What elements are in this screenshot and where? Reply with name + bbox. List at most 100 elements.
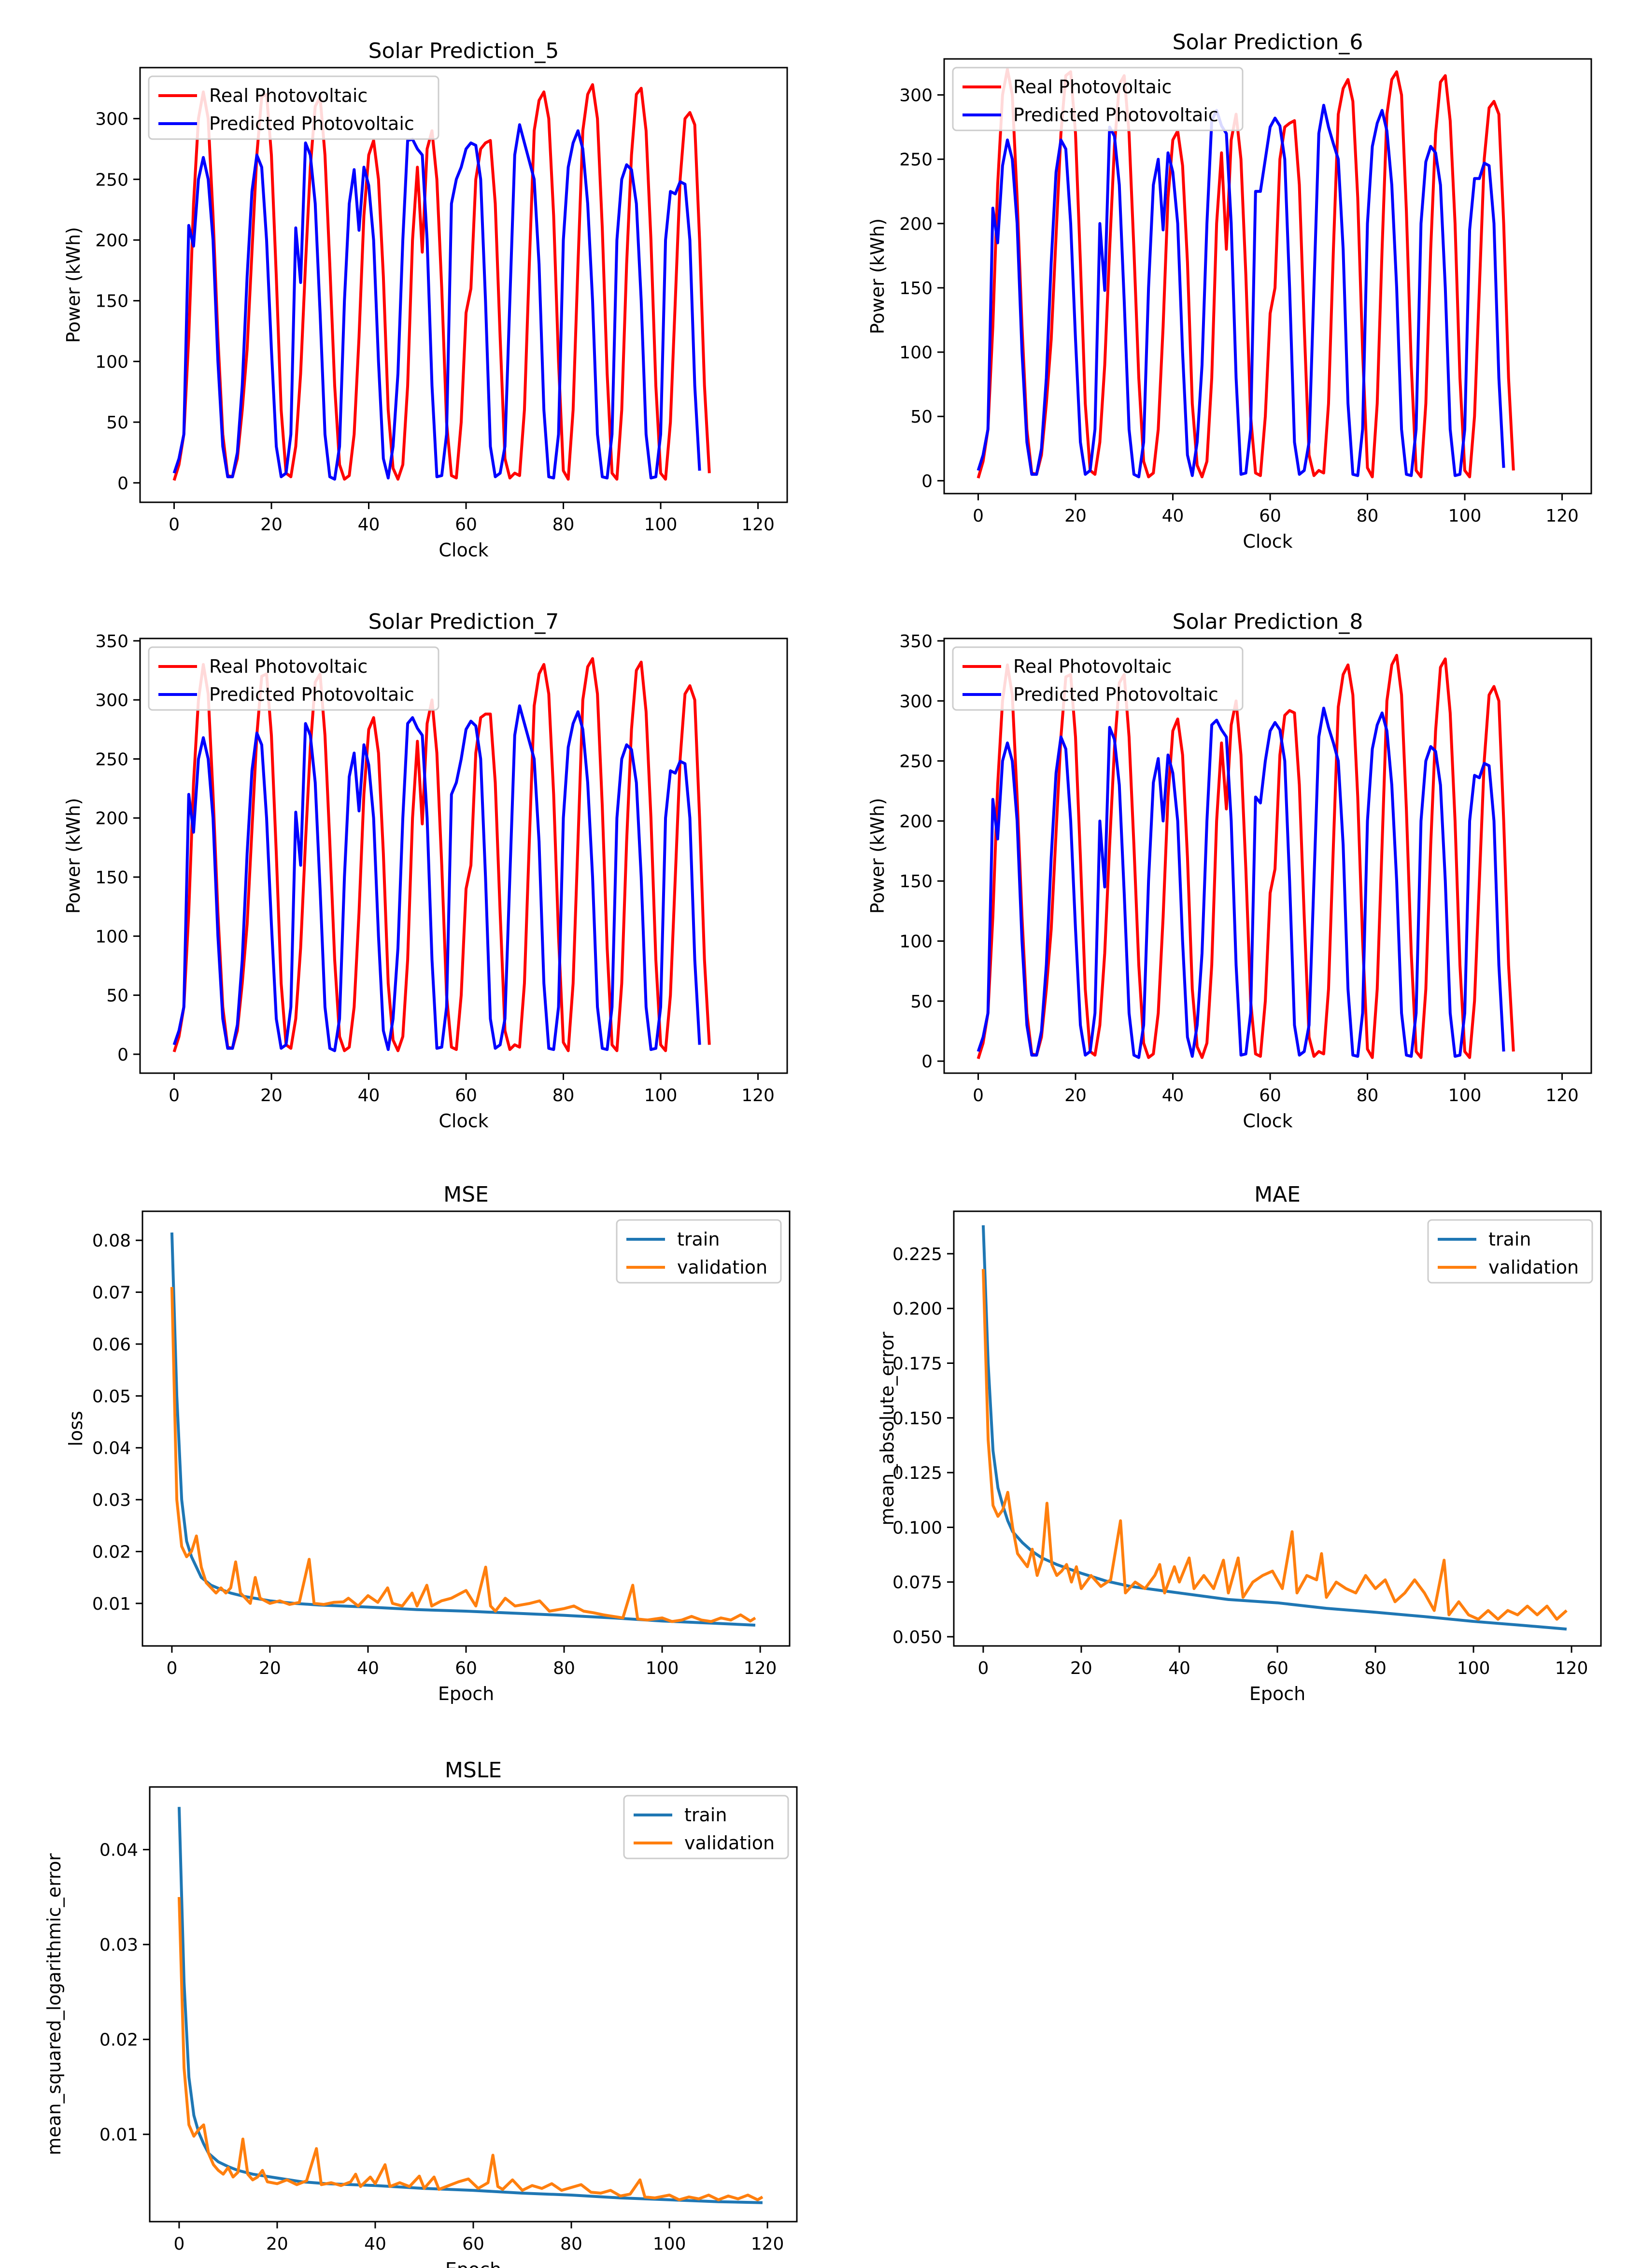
y-tick-label: 250	[899, 752, 933, 772]
y-tick-label: 50	[910, 407, 933, 427]
plot-frame	[943, 58, 1592, 495]
legend-label: Real Photovoltaic	[209, 85, 368, 106]
x-tick-label: 80	[1357, 1086, 1379, 1106]
x-tick-label: 0	[973, 1086, 984, 1106]
y-tick-label: 200	[95, 809, 128, 829]
series-group	[177, 1807, 764, 2204]
x-tick-label: 120	[741, 1086, 775, 1106]
x-tick-label: 80	[553, 1658, 575, 1678]
y-tick-label: 250	[95, 750, 128, 769]
x-tick-label: 120	[741, 515, 775, 535]
x-tick-label: 100	[644, 1086, 678, 1106]
x-tick-label: 0	[977, 1658, 989, 1678]
legend-label: Predicted Photovoltaic	[1013, 104, 1218, 126]
series-group	[981, 1225, 1568, 1631]
legend-label: Predicted Photovoltaic	[209, 684, 414, 705]
x-tick-label: 60	[1259, 506, 1281, 526]
x-axis-label: Clock	[439, 1110, 488, 1132]
legend-label: train	[1488, 1229, 1531, 1250]
x-tick-label: 100	[644, 515, 678, 535]
y-tick-label: 200	[899, 214, 933, 234]
chart-title: Solar Prediction_5	[368, 39, 559, 63]
y-tick-label: 0.07	[92, 1283, 131, 1303]
legend-label: validation	[684, 1832, 775, 1854]
x-tick-label: 40	[358, 1086, 380, 1106]
y-tick-label: 150	[899, 872, 933, 892]
y-tick-label: 350	[899, 632, 933, 652]
y-tick-label: 50	[106, 413, 128, 433]
x-tick-label: 80	[560, 2234, 582, 2254]
y-tick-label: 200	[899, 812, 933, 832]
x-axis-label: Clock	[1243, 531, 1292, 552]
y-tick-label: 0.02	[92, 1543, 131, 1562]
x-tick-label: 40	[364, 2234, 386, 2254]
legend: Real Photovoltaic Predicted Photovoltaic	[148, 75, 439, 140]
series-line-real-photovoltaic	[172, 83, 711, 481]
x-axis-label: Epoch	[438, 1683, 494, 1704]
chart-4: 0 20 40 60 80 100 120 0 50 100 150 200 250 300 350 Sola…	[867, 610, 1592, 1132]
x-tick-label: 60	[455, 1086, 477, 1106]
x-tick-label: 80	[1364, 1658, 1387, 1678]
legend-label: validation	[677, 1257, 767, 1278]
x-tick-label: 120	[751, 2234, 784, 2254]
series-group	[172, 83, 711, 481]
y-tick-label: 0.200	[892, 1299, 942, 1319]
chart-7: 0 20 40 60 80 100 120 0.01 0.02 0.03 0.04 MSLE Epoch…	[43, 1758, 798, 2268]
series-line-train	[177, 1807, 763, 2204]
x-tick-label: 60	[1266, 1658, 1288, 1678]
y-tick-label: 150	[899, 279, 933, 298]
plot-frame	[943, 638, 1592, 1074]
y-tick-label: 300	[95, 110, 128, 129]
y-axis-label: mean_squared_logarithmic_error	[43, 1853, 65, 2155]
x-tick-label: 100	[646, 1658, 679, 1678]
legend-box	[148, 646, 439, 711]
x-tick-label: 60	[455, 515, 477, 535]
x-tick-label: 40	[1168, 1658, 1190, 1678]
y-tick-label: 100	[95, 352, 128, 372]
x-tick-label: 20	[259, 1658, 281, 1678]
x-tick-label: 100	[1457, 1658, 1490, 1678]
x-tick-label: 20	[1070, 1658, 1092, 1678]
y-tick-label: 0.03	[99, 1935, 138, 1955]
chart-title: Solar Prediction_7	[368, 610, 559, 634]
legend-box	[148, 75, 439, 140]
x-tick-label: 60	[1259, 1086, 1281, 1106]
y-tick-label: 0.125	[892, 1463, 942, 1483]
x-tick-label: 120	[1545, 506, 1579, 526]
legend-label: Real Photovoltaic	[209, 656, 368, 677]
x-tick-label: 0	[169, 515, 180, 535]
y-tick-label: 0.150	[892, 1409, 942, 1429]
chart-5: 0 20 40 60 80 100 120 0.01 0.02 0.03 0.04 0.05 0.06 0…	[65, 1182, 791, 1704]
x-tick-label: 0	[169, 1086, 180, 1106]
y-tick-label: 0.175	[892, 1354, 942, 1374]
x-tick-label: 80	[1357, 506, 1379, 526]
x-tick-label: 40	[1162, 506, 1184, 526]
chart-6: 0 20 40 60 80 100 120 0.050 0.075 0.100 0.125 0.150…	[877, 1182, 1602, 1704]
y-axis-label: Power (kWh)	[867, 218, 888, 334]
series-line-real-photovoltaic	[172, 657, 711, 1052]
series-line-predicted-photovoltaic	[172, 704, 701, 1052]
y-tick-label: 300	[899, 692, 933, 711]
plot-frame	[139, 67, 788, 503]
legend: Real Photovoltaic Predicted Photovoltaic	[148, 646, 439, 711]
chart-title: Solar Prediction_6	[1173, 30, 1363, 55]
x-tick-label: 100	[1448, 1086, 1482, 1106]
y-tick-label: 150	[95, 868, 128, 888]
y-tick-label: 0.08	[92, 1231, 131, 1251]
y-tick-label: 0.225	[892, 1245, 942, 1264]
y-tick-label: 100	[95, 927, 128, 947]
legend: train validation	[616, 1219, 782, 1284]
series-line-validation	[981, 1269, 1568, 1621]
y-tick-label: 0.100	[892, 1518, 942, 1538]
series-line-validation	[177, 1897, 764, 2201]
y-tick-label: 0.075	[892, 1573, 942, 1593]
y-axis-label: Power (kWh)	[63, 227, 84, 343]
x-tick-label: 120	[1545, 1086, 1579, 1106]
legend-box	[952, 67, 1244, 131]
legend-box	[952, 646, 1244, 711]
chart-title: Solar Prediction_8	[1173, 610, 1363, 634]
legend: Real Photovoltaic Predicted Photovoltaic	[952, 646, 1244, 711]
y-axis-label: Power (kWh)	[867, 798, 888, 914]
y-tick-label: 150	[95, 292, 128, 312]
